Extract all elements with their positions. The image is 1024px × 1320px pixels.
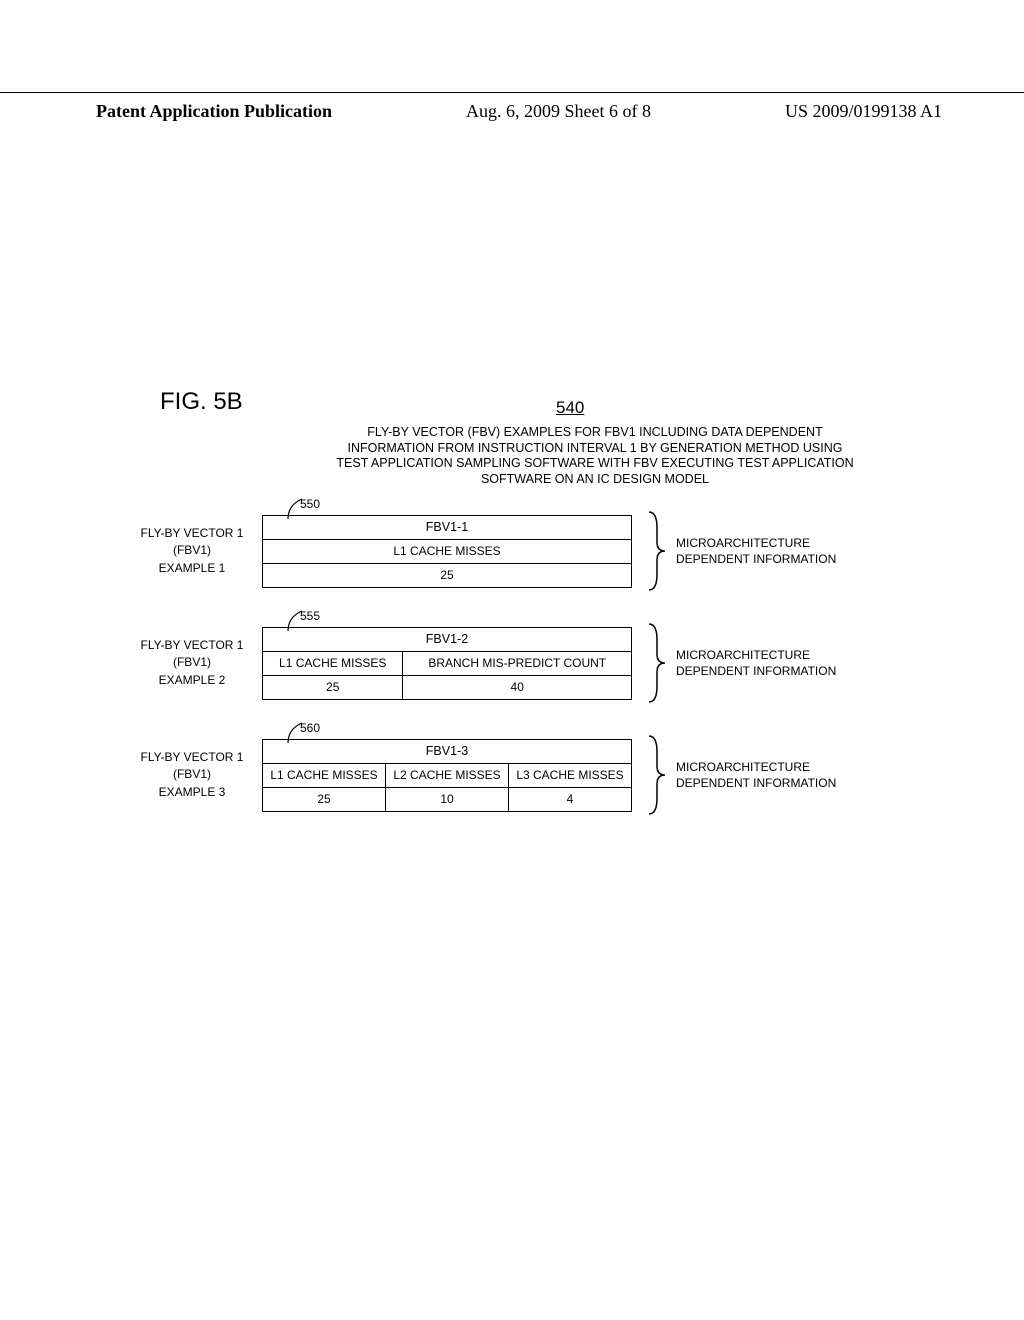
brace-icon <box>638 622 674 704</box>
page-header: Patent Application Publication Aug. 6, 2… <box>0 92 1024 122</box>
ref-number: 550 <box>300 497 320 511</box>
header-middle: Aug. 6, 2009 Sheet 6 of 8 <box>332 101 785 122</box>
example-row-2: FLY-BY VECTOR 1(FBV1)EXAMPLE 2 555FBV1-2… <box>128 622 974 704</box>
header-row: Patent Application Publication Aug. 6, 2… <box>0 101 1024 122</box>
table-cell: 10 <box>386 787 509 811</box>
table-column-header: BRANCH MIS-PREDICT COUNT <box>403 651 632 675</box>
table-wrap: 550FBV1-1L1 CACHE MISSES25 <box>262 515 632 588</box>
curly-brace-icon <box>645 510 667 592</box>
annotation-text: MICROARCHITECTURE DEPENDENT INFORMATION <box>676 647 851 679</box>
example-label: FLY-BY VECTOR 1(FBV1)EXAMPLE 3 <box>128 749 256 801</box>
figure-description: FLY-BY VECTOR (FBV) EXAMPLES FOR FBV1 IN… <box>335 425 855 488</box>
table-title: FBV1-1 <box>263 515 632 539</box>
example-label: FLY-BY VECTOR 1(FBV1)EXAMPLE 1 <box>128 525 256 577</box>
header-left: Patent Application Publication <box>96 101 332 122</box>
fbv-table: FBV1-1L1 CACHE MISSES25 <box>262 515 632 588</box>
table-title: FBV1-3 <box>263 739 632 763</box>
header-right: US 2009/0199138 A1 <box>785 101 942 122</box>
table-wrap: 560FBV1-3L1 CACHE MISSESL2 CACHE MISSESL… <box>262 739 632 812</box>
table-column-header: L1 CACHE MISSES <box>263 651 403 675</box>
example-row-1: FLY-BY VECTOR 1(FBV1)EXAMPLE 1 550FBV1-1… <box>128 510 974 592</box>
example-row-3: FLY-BY VECTOR 1(FBV1)EXAMPLE 3 560FBV1-3… <box>128 734 974 816</box>
table-column-header: L1 CACHE MISSES <box>263 539 632 563</box>
table-column-header: L2 CACHE MISSES <box>386 763 509 787</box>
fbv-table: FBV1-2L1 CACHE MISSESBRANCH MIS-PREDICT … <box>262 627 632 700</box>
brace-icon <box>638 734 674 816</box>
figure-label: FIG. 5B <box>160 388 243 416</box>
brace-icon <box>638 510 674 592</box>
annotation-text: MICROARCHITECTURE DEPENDENT INFORMATION <box>676 759 851 791</box>
table-wrap: 555FBV1-2L1 CACHE MISSESBRANCH MIS-PREDI… <box>262 627 632 700</box>
table-cell: 25 <box>263 675 403 699</box>
table-cell: 40 <box>403 675 632 699</box>
table-cell: 4 <box>509 787 632 811</box>
table-title: FBV1-2 <box>263 627 632 651</box>
examples-container: FLY-BY VECTOR 1(FBV1)EXAMPLE 1 550FBV1-1… <box>128 510 974 846</box>
example-label: FLY-BY VECTOR 1(FBV1)EXAMPLE 2 <box>128 637 256 689</box>
fbv-table: FBV1-3L1 CACHE MISSESL2 CACHE MISSESL3 C… <box>262 739 632 812</box>
annotation-text: MICROARCHITECTURE DEPENDENT INFORMATION <box>676 535 851 567</box>
table-column-header: L1 CACHE MISSES <box>263 763 386 787</box>
ref-number: 555 <box>300 609 320 623</box>
figure-ref-number: 540 <box>556 398 584 418</box>
curly-brace-icon <box>645 734 667 816</box>
curly-brace-icon <box>645 622 667 704</box>
table-cell: 25 <box>263 787 386 811</box>
table-cell: 25 <box>263 563 632 587</box>
table-column-header: L3 CACHE MISSES <box>509 763 632 787</box>
ref-number: 560 <box>300 721 320 735</box>
